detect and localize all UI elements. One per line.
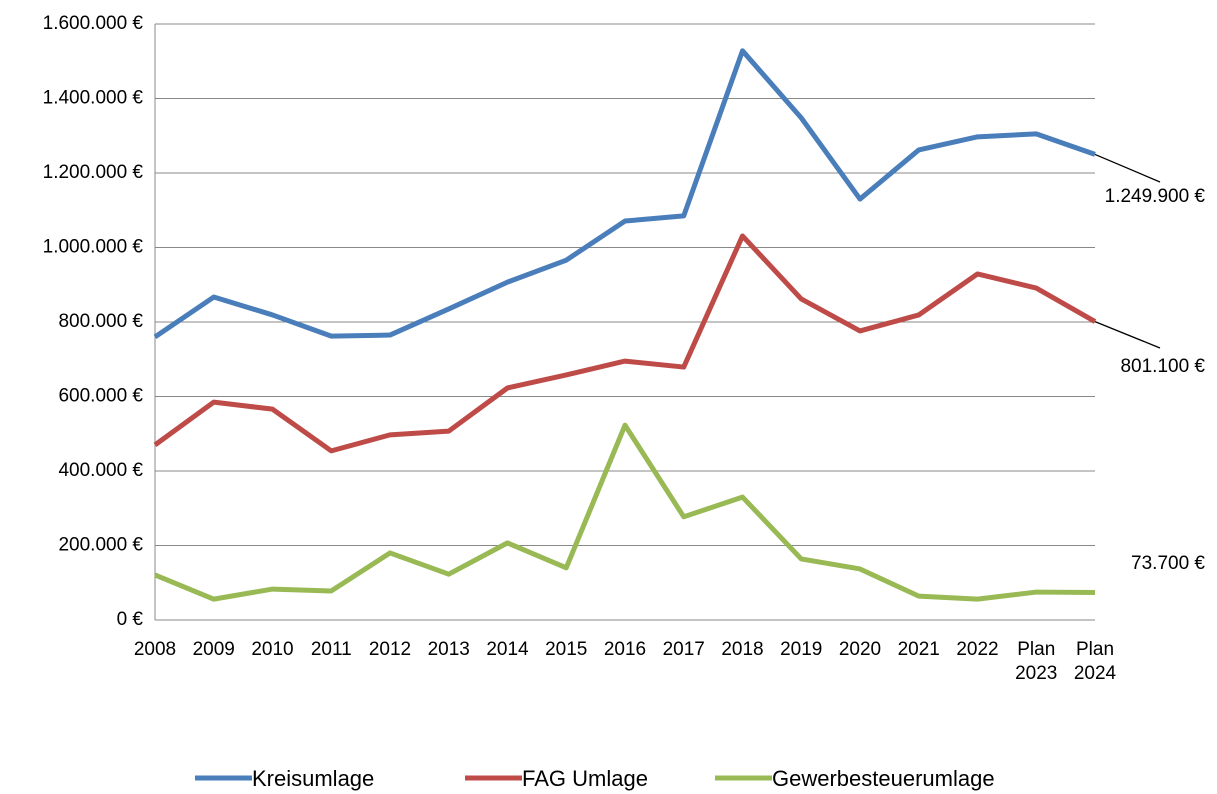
line-series — [154, 422, 1096, 602]
y-tick-label: 1.200.000 € — [43, 162, 144, 183]
legend-label: FAG Umlage — [522, 766, 648, 791]
leader-line — [1094, 320, 1161, 349]
y-tick-label: 0 € — [117, 609, 144, 630]
x-tick-label: 2018 — [721, 639, 764, 660]
x-tick-label: 2010 — [251, 639, 294, 660]
line-series — [153, 233, 1097, 454]
x-tick-label: Plan 2023 — [1015, 639, 1058, 684]
data-label: 801.100 € — [1120, 356, 1205, 377]
legend-label: Gewerbesteuerumlage — [772, 766, 995, 791]
legend-label: Kreisumlage — [252, 766, 374, 791]
x-tick-label: 2009 — [192, 639, 235, 660]
data-label: 1.249.900 € — [1105, 186, 1206, 207]
x-tick-label: Plan 2024 — [1073, 639, 1117, 684]
x-tick-label: 2008 — [133, 639, 177, 660]
y-tick-label: 800.000 € — [58, 311, 143, 332]
y-tick-label: 1.000.000 € — [43, 237, 144, 258]
x-tick-label: 2015 — [545, 639, 588, 660]
x-tick-label: 2020 — [838, 639, 882, 660]
x-tick-label: 2013 — [427, 639, 470, 660]
x-tick-label: 2021 — [897, 639, 940, 660]
y-tick-label: 400.000 € — [58, 460, 143, 481]
x-tick-label: 2016 — [603, 639, 647, 660]
x-tick-label: 2014 — [486, 639, 529, 660]
x-tick-label: 2022 — [956, 639, 999, 660]
x-tick-label: 2019 — [780, 639, 823, 660]
line-series — [153, 48, 1096, 339]
y-tick-label: 600.000 € — [58, 386, 143, 407]
leader-line — [1094, 153, 1161, 183]
x-tick-label: 2011 — [310, 639, 352, 660]
x-tick-label: 2017 — [662, 639, 705, 660]
x-tick-label: 2012 — [368, 639, 412, 660]
y-tick-label: 1.400.000 € — [43, 88, 144, 109]
data-label: 73.700 € — [1131, 553, 1205, 574]
y-tick-label: 200.000 € — [58, 535, 143, 556]
y-tick-label: 1.600.000 € — [43, 13, 144, 34]
